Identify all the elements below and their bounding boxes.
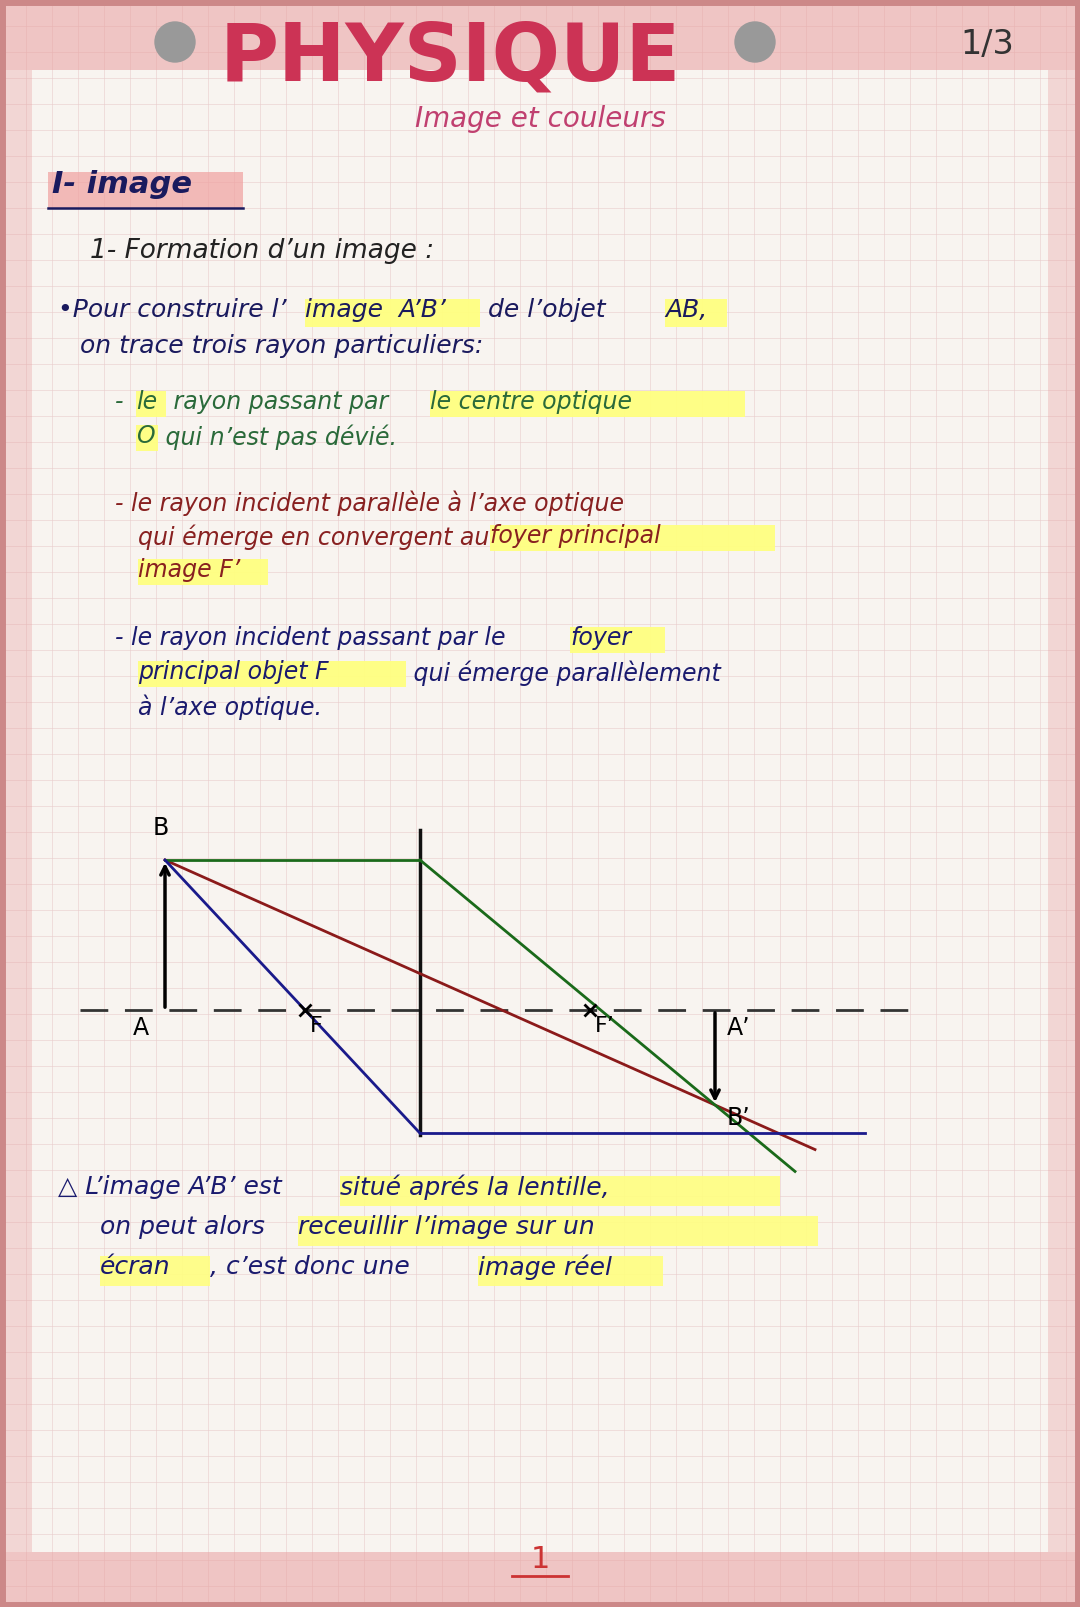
Text: 1: 1 (530, 1544, 550, 1573)
Text: on trace trois rayon particuliers:: on trace trois rayon particuliers: (80, 334, 483, 358)
Bar (138, 660, 406, 688)
Text: qui n’est pas dévié.: qui n’est pas dévié. (158, 424, 397, 450)
Text: B’: B’ (727, 1106, 751, 1130)
Text: 1- Formation d’un image :: 1- Formation d’un image : (90, 238, 434, 264)
Bar (478, 1257, 663, 1286)
Bar (340, 1176, 780, 1205)
Bar (136, 391, 166, 416)
Bar (430, 391, 745, 416)
Circle shape (735, 22, 775, 63)
Text: image F’: image F’ (138, 558, 240, 582)
Text: - le rayon incident parallèle à l’axe optique: - le rayon incident parallèle à l’axe op… (114, 490, 624, 516)
Bar (100, 1257, 210, 1286)
Text: PHYSIQUE: PHYSIQUE (219, 19, 680, 98)
Text: situé aprés la lentille,: situé aprés la lentille, (340, 1175, 609, 1200)
Text: O: O (136, 424, 154, 448)
Text: principal objet F: principal objet F (138, 660, 328, 685)
Text: , c’est donc une: , c’est donc une (210, 1255, 418, 1279)
Text: le centre optique: le centre optique (430, 391, 632, 415)
Text: AB,: AB, (665, 297, 707, 321)
Text: rayon passant par: rayon passant par (166, 391, 395, 415)
Text: foyer principal: foyer principal (490, 524, 661, 548)
Text: qui émerge en convergent au: qui émerge en convergent au (138, 524, 497, 550)
Text: F: F (310, 1016, 323, 1037)
Text: F’: F’ (595, 1016, 615, 1037)
Text: image réel: image réel (478, 1255, 612, 1281)
Text: A: A (133, 1016, 149, 1040)
Bar (298, 1216, 818, 1245)
Text: on peut alors: on peut alors (100, 1215, 273, 1239)
Text: receuillir l’image sur un: receuillir l’image sur un (298, 1215, 595, 1239)
Text: qui émerge parallèlement: qui émerge parallèlement (406, 660, 720, 686)
Text: de l’objet: de l’objet (480, 297, 613, 321)
Text: B: B (153, 816, 170, 840)
Text: image  A’B’: image A’B’ (305, 297, 446, 321)
Bar (0, 0, 1080, 71)
Circle shape (156, 22, 195, 63)
Bar (305, 299, 480, 326)
Text: 1/3: 1/3 (960, 27, 1014, 61)
Text: △ L’image A’B’ est: △ L’image A’B’ est (58, 1175, 289, 1199)
Bar (0, 1552, 1080, 1607)
Text: Image et couleurs: Image et couleurs (415, 104, 665, 133)
Bar (138, 559, 268, 585)
Text: -: - (114, 391, 131, 415)
Text: écran: écran (100, 1255, 171, 1279)
Bar (0, 71, 32, 1552)
Text: A’: A’ (727, 1016, 751, 1040)
Text: à l’axe optique.: à l’axe optique. (138, 694, 322, 720)
Bar (136, 424, 158, 452)
Bar (48, 172, 243, 207)
Bar (1048, 71, 1080, 1552)
Text: I- image: I- image (52, 170, 192, 199)
Bar (490, 525, 775, 551)
Text: - le rayon incident passant par le: - le rayon incident passant par le (114, 627, 513, 649)
Text: foyer: foyer (570, 627, 631, 649)
Bar (570, 627, 665, 652)
Bar (665, 299, 727, 326)
Text: le: le (136, 391, 157, 415)
Text: •Pour construire l’: •Pour construire l’ (58, 297, 286, 321)
